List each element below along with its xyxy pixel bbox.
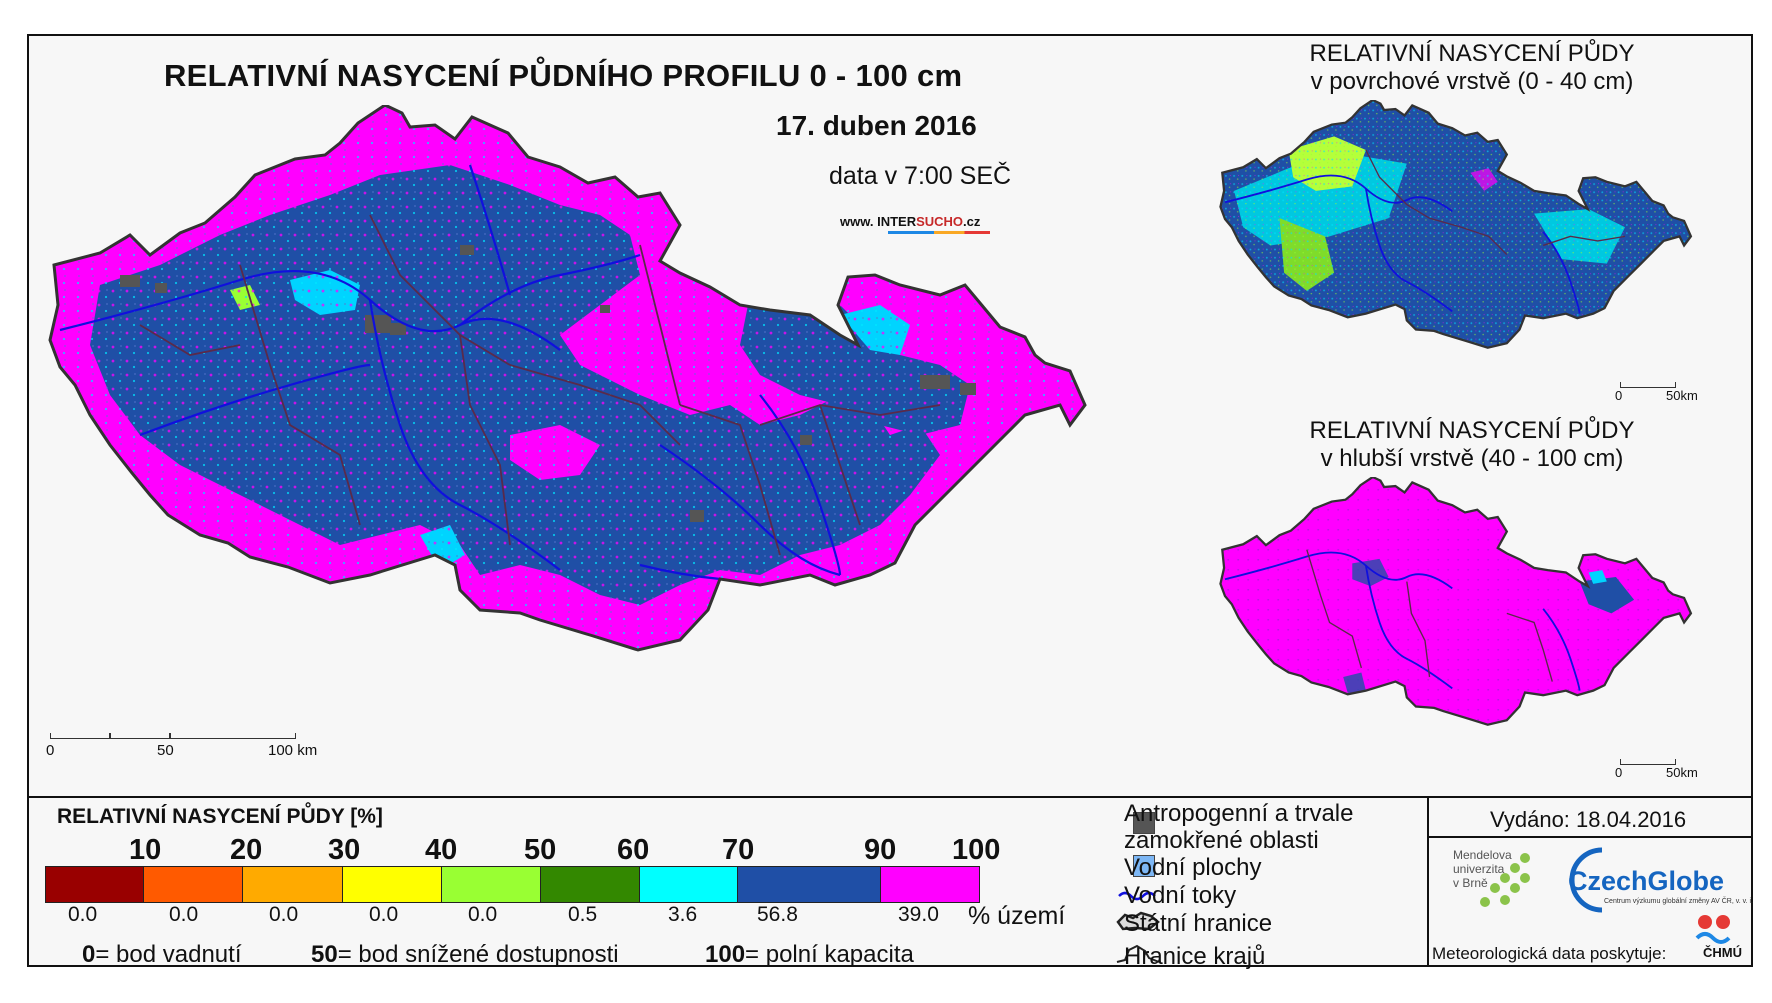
mendel-line2: univerzita [1453,862,1505,876]
area-pct-6: 3.6 [668,903,698,926]
ramp-class-70-90 [738,867,881,902]
anthropogenic-label: Antropogenní a trvale zamokřené oblasti [1124,800,1354,854]
water-bodies-label: Vodní plochy [1124,854,1262,881]
river-icon [1118,891,1156,901]
main-scale-bar [50,733,296,739]
region-border-label: Hranice krajů [1124,943,1266,970]
inset-surface-map [1219,100,1693,349]
anthropogenic-line1: Antropogenní a trvale [1124,800,1354,827]
ramp-class-50-60 [541,867,640,902]
meteo-data-provider: Meteorologická data poskytuje: [1432,944,1667,963]
main-map-date: 17. duben 2016 [776,110,977,141]
note-field-text: = polní kapacita [745,941,914,968]
area-unit-label: % území [968,902,1066,930]
ramp-break-100: 100 [952,834,1001,866]
inset-deep-scale-50: 50km [1666,765,1698,780]
ramp-break-40: 40 [425,834,458,866]
main-scale-100: 100 km [268,742,318,759]
inset-surface-title-line2: v povrchové vrstvě (0 - 40 cm) [1310,68,1634,95]
czechglobe-subtitle: Centrum výzkumu globální změny AV ČR, v.… [1604,898,1753,905]
note-reduced-value: 50 [311,941,338,968]
legend-panel [27,796,1753,967]
area-pct-5: 0.5 [568,903,598,926]
ramp-break-60: 60 [617,834,650,866]
czechglobe-logo: CzechGlobe [1568,866,1724,897]
issued-date: Vydáno: 18.04.2016 [1490,807,1687,832]
note-wilting-text: = bod vadnutí [95,941,242,968]
inset-deep-scale-bar [1620,759,1676,765]
czechglobe-swirl-icon [1569,847,1603,913]
anthropogenic-line2: zamokřené oblasti [1124,827,1319,854]
inset-deep-title: RELATIVNÍ NASYCENÍ PŮDY v hlubší vrstvě … [1252,417,1692,473]
ramp-break-70: 70 [722,834,755,866]
mendel-line1: Mendelova [1453,848,1512,862]
ramp-class-60-70 [640,867,738,902]
note-field-value: 100 [705,941,746,968]
note-reduced-availability: 50= bod snížené dostupnosti [311,941,619,969]
area-pct-0: 0.0 [68,903,98,926]
ramp-class-0-10 [46,867,144,902]
rivers-label: Vodní toky [1124,882,1237,909]
area-pct-7: 56.8 [757,903,798,926]
ramp-break-50: 50 [524,834,557,866]
czechglobe-name: CzechGlobe [1568,866,1725,896]
credits-divider [1427,796,1429,967]
color-ramp [45,866,980,903]
ramp-class-20-30 [243,867,343,902]
chmu-label: ČHMÚ [1703,945,1742,960]
ramp-class-30-40 [343,867,442,902]
inset-deep-map [1219,477,1693,726]
ramp-class-40-50 [442,867,541,902]
inset-surface-scale-50: 50km [1666,388,1698,403]
note-reduced-text: = bod snížené dostupnosti [337,941,619,968]
inset-deep-scale-0: 0 [1615,765,1623,780]
legend-title: RELATIVNÍ NASYCENÍ PŮDY [%] [57,805,383,828]
issued-divider [1427,836,1753,838]
anthropogenic-swatch [1133,812,1155,834]
water-bodies-swatch [1133,855,1155,877]
chmu-logo-icon [1695,915,1731,944]
area-pct-8: 39.0 [898,903,939,926]
inset-deep-title-line1: RELATIVNÍ NASYCENÍ PŮDY [1309,417,1635,444]
ramp-class-90-100 [881,867,979,902]
area-pct-3: 0.0 [369,903,399,926]
website-underline [888,231,990,234]
website-highlight: SUCHO [916,214,964,229]
website-link[interactable]: www. INTERSUCHO.cz [840,214,980,229]
mendel-line3: v Brně [1453,876,1488,890]
inset-surface-scale-bar [1620,382,1676,388]
inset-surface-title-line1: RELATIVNÍ NASYCENÍ PŮDY [1309,40,1635,67]
inset-surface-title: RELATIVNÍ NASYCENÍ PŮDY v povrchové vrst… [1252,40,1692,96]
website-prefix: www. INTER [840,214,917,229]
area-pct-1: 0.0 [169,903,199,926]
note-wilting-point: 0= bod vadnutí [82,941,241,969]
main-map-title: RELATIVNÍ NASYCENÍ PŮDNÍHO PROFILU 0 - 1… [164,58,963,93]
note-field-capacity: 100= polní kapacita [705,941,914,969]
ramp-break-10: 10 [129,834,162,866]
ramp-break-30: 30 [328,834,361,866]
state-border-icon [1116,911,1160,931]
note-wilting-value: 0 [82,941,96,968]
ramp-break-90: 90 [864,834,897,866]
mendel-dots-icon [1480,853,1530,907]
website-suffix: .cz [963,214,981,229]
mendel-university-logo: Mendelova univerzita v Brně [1453,848,1512,890]
main-map [48,105,1087,652]
region-border-icon [1116,944,1160,963]
area-pct-2: 0.0 [269,903,299,926]
area-pct-4: 0.0 [468,903,498,926]
main-scale-50: 50 [157,742,174,759]
state-border-label: Státní hranice [1124,910,1273,937]
main-map-time: data v 7:00 SEČ [829,162,1012,190]
inset-deep-title-line2: v hlubší vrstvě (40 - 100 cm) [1320,445,1624,472]
ramp-break-20: 20 [230,834,263,866]
main-scale-0: 0 [46,742,55,759]
inset-surface-scale-0: 0 [1615,388,1623,403]
ramp-class-10-20 [144,867,243,902]
